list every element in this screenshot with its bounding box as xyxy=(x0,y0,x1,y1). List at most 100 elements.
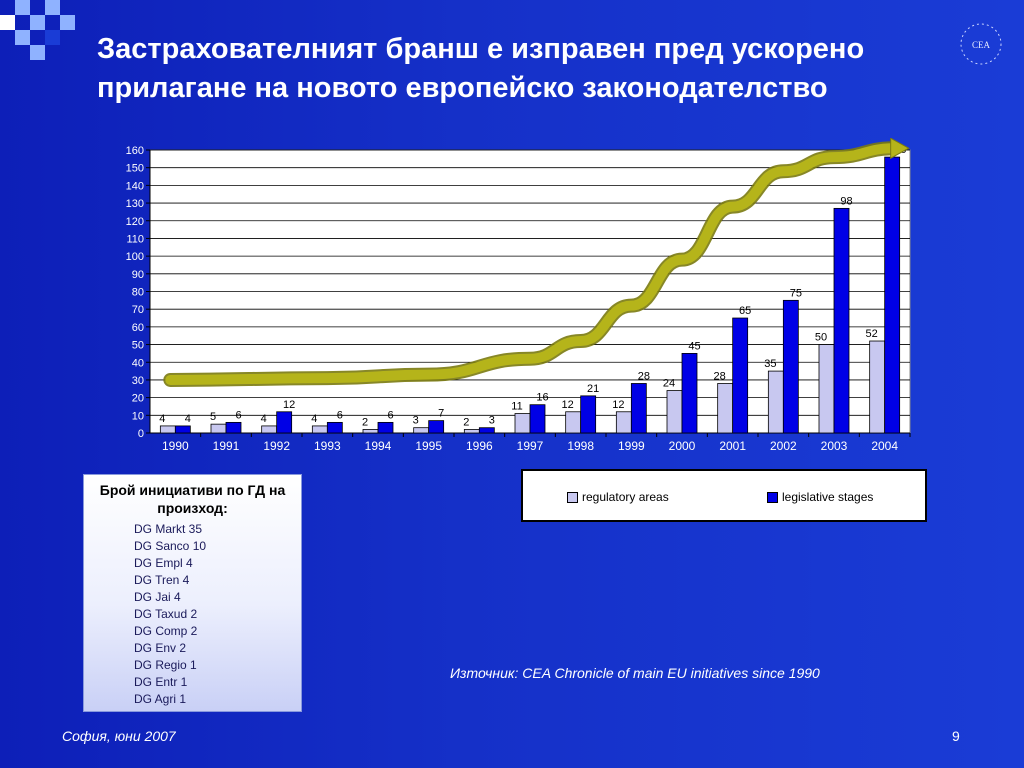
data-label-legislative: 7 xyxy=(438,408,444,420)
data-label-legislative: 16 xyxy=(536,392,548,404)
data-label-legislative: 6 xyxy=(235,409,241,421)
bar-regulatory xyxy=(818,344,835,434)
data-label-regulatory: 4 xyxy=(159,413,165,425)
bar-legislative xyxy=(225,421,242,434)
y-tick-label: 80 xyxy=(132,287,144,299)
bar-regulatory xyxy=(159,425,176,434)
bar-chart: 0 10 20 30 40 50 60 70 80 90 100 110 120 130 140 150 160… xyxy=(126,138,911,453)
bar-regulatory xyxy=(565,411,582,434)
chart-legend: regulatory areas legislative stages xyxy=(521,469,927,522)
bar-regulatory xyxy=(463,429,480,434)
bar-legislative xyxy=(326,421,343,434)
page-number: 9 xyxy=(952,728,960,744)
data-label-legislative: 21 xyxy=(587,383,599,395)
source-note: Източник: CEA Chronicle of main EU initi… xyxy=(450,665,820,681)
slide-title: Застрахователният бранш е изправен пред … xyxy=(97,33,865,104)
bar-legislative xyxy=(833,207,850,434)
dg-item: DG Taxud 2 xyxy=(134,607,198,621)
dg-item: DG Empl 4 xyxy=(134,556,193,570)
bar-regulatory xyxy=(869,340,886,434)
data-label-legislative: 98 xyxy=(840,195,852,207)
data-label-regulatory: 50 xyxy=(815,332,827,344)
x-tick-label: 1990 xyxy=(162,439,189,453)
y-tick-label: 160 xyxy=(126,145,144,157)
y-tick-label: 140 xyxy=(126,180,144,192)
bar-legislative xyxy=(377,421,394,434)
dg-list: DG Markt 35 DG Sanco 10 DG Empl 4 DG Tre… xyxy=(134,521,301,708)
x-tick-label: 1998 xyxy=(567,439,594,453)
x-tick-label: 1992 xyxy=(263,439,290,453)
data-label-regulatory: 12 xyxy=(612,399,624,411)
y-tick-label: 0 xyxy=(138,428,144,440)
x-tick-label: 1996 xyxy=(466,439,493,453)
dg-item: DG Tren 4 xyxy=(134,573,190,587)
x-tick-label: 2001 xyxy=(719,439,746,453)
data-label-regulatory: 12 xyxy=(562,399,574,411)
data-label-legislative: 3 xyxy=(489,415,495,427)
data-label-legislative: 4 xyxy=(185,413,191,425)
bar-legislative xyxy=(276,411,293,434)
x-tick-label: 2000 xyxy=(669,439,696,453)
svg-text:CEA: CEA xyxy=(972,40,991,50)
x-tick-label: 1991 xyxy=(213,439,240,453)
dg-item: DG Regio 1 xyxy=(134,658,197,672)
bar-regulatory xyxy=(767,370,784,434)
bar-regulatory xyxy=(615,411,632,434)
data-label-legislative: 12 xyxy=(283,399,295,411)
data-label-legislative: 6 xyxy=(387,409,393,421)
bar-legislative xyxy=(529,404,546,434)
y-tick-label: 100 xyxy=(126,251,144,263)
bar-legislative xyxy=(580,395,597,434)
footer-location-date: София, юни 2007 xyxy=(62,728,176,744)
cea-logo: CEA xyxy=(960,23,1002,65)
dg-initiatives-box: Брой инициативи по ГД на произход: DG Ma… xyxy=(83,474,302,712)
legend-swatch-regulatory xyxy=(567,491,578,503)
bar-regulatory xyxy=(311,425,328,434)
dg-item: DG Sanco 10 xyxy=(134,539,207,553)
dg-heading: Брой инициативи по ГД на произход: xyxy=(99,482,286,516)
data-label-regulatory: 52 xyxy=(866,328,878,340)
bar-legislative xyxy=(428,420,445,434)
y-tick-label: 130 xyxy=(126,198,144,210)
bar-legislative xyxy=(478,427,495,434)
data-label-regulatory: 28 xyxy=(714,370,726,382)
data-label-legislative: 28 xyxy=(638,370,650,382)
bar-regulatory xyxy=(514,413,531,434)
y-tick-label: 50 xyxy=(132,340,144,352)
bar-legislative xyxy=(174,425,191,434)
x-tick-label: 2003 xyxy=(821,439,848,453)
bar-regulatory xyxy=(717,383,734,434)
bar-regulatory xyxy=(666,390,683,434)
bar-regulatory xyxy=(261,425,278,434)
bar-legislative xyxy=(630,383,647,434)
data-label-regulatory: 4 xyxy=(261,413,267,425)
data-label-legislative: 45 xyxy=(688,340,700,352)
x-tick-label: 2004 xyxy=(871,439,898,453)
legend-label-legislative: legislative stages xyxy=(782,490,874,504)
dg-item: DG Env 2 xyxy=(134,641,187,655)
legend-swatch-legislative xyxy=(767,491,778,503)
y-tick-label: 30 xyxy=(132,375,144,387)
y-tick-label: 120 xyxy=(126,216,144,228)
y-tick-label: 20 xyxy=(132,393,144,405)
dg-item: DG Markt 35 xyxy=(134,522,203,536)
x-tick-label: 1997 xyxy=(517,439,544,453)
bar-legislative xyxy=(884,156,901,434)
legend-label-regulatory: regulatory areas xyxy=(582,490,669,504)
data-label-legislative: 6 xyxy=(337,409,343,421)
dg-item: DG Agri 1 xyxy=(134,692,187,706)
y-tick-label: 60 xyxy=(132,322,144,334)
legend-item-legislative: legislative stages xyxy=(767,490,873,504)
trend-arrowhead xyxy=(890,138,910,160)
y-tick-label: 10 xyxy=(132,410,144,422)
y-tick-label: 40 xyxy=(132,357,144,369)
x-tick-label: 2002 xyxy=(770,439,797,453)
data-label-regulatory: 5 xyxy=(210,411,216,423)
x-tick-label: 1993 xyxy=(314,439,341,453)
bar-regulatory xyxy=(413,427,430,434)
x-tick-label: 1994 xyxy=(365,439,392,453)
bar-legislative xyxy=(782,299,799,434)
bar-legislative xyxy=(681,353,698,434)
bar-legislative xyxy=(732,317,749,434)
decorative-squares xyxy=(0,0,80,70)
